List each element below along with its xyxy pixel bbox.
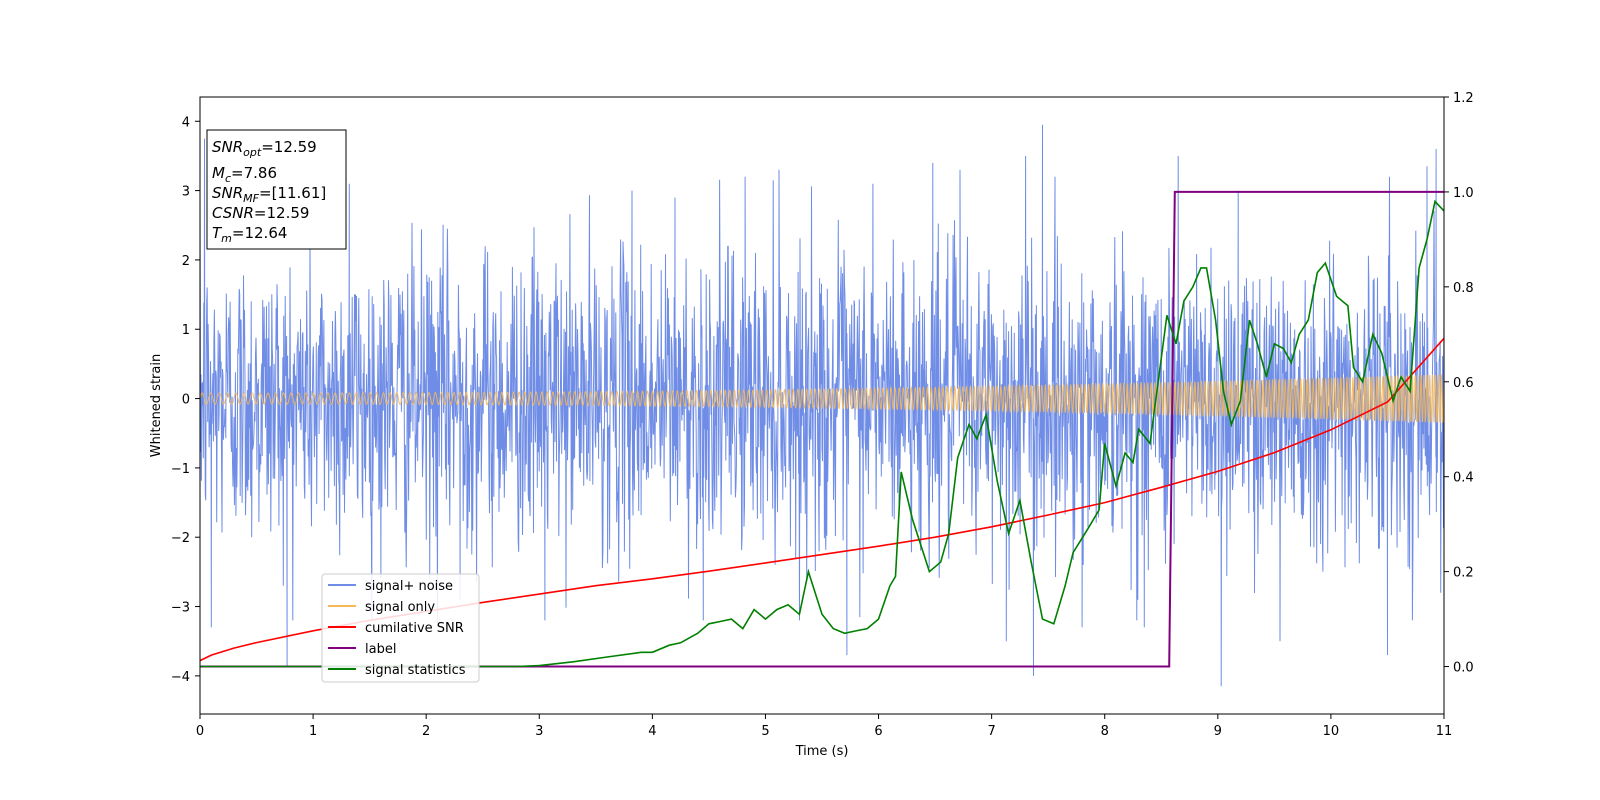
y-right-tick-label: 0.4 bbox=[1453, 471, 1474, 486]
legend-label-cumilative-snr: cumilative SNR bbox=[365, 621, 464, 636]
info-box: SNRopt=12.59 Mc=7.86 SNRMF=[11.61] CSNR=… bbox=[206, 129, 347, 250]
series-line-signal-noise bbox=[199, 124, 1445, 687]
y-right-tick-label: 1.2 bbox=[1453, 91, 1474, 106]
series-line-label bbox=[200, 190, 1444, 668]
y-left-tick-label: 2 bbox=[182, 254, 190, 269]
series-signal-noise bbox=[199, 124, 1445, 687]
y-left-tick-label: 0 bbox=[182, 393, 190, 408]
info-tm: Tm=12.64 bbox=[212, 224, 287, 245]
legend-label-signal-only: signal only bbox=[365, 600, 435, 615]
legend-label-signal-statistics: signal statistics bbox=[365, 663, 466, 678]
axes: 0 1 2 3 4 5 6 7 8 9 10 11 −4 −3 −2 −1 0 1 2 3 4 0.0 0.2 0.4 0.6 0… bbox=[171, 91, 1474, 739]
info-csnr: CSNR=12.59 bbox=[212, 204, 309, 222]
y-right-tick-label: 0.2 bbox=[1453, 566, 1474, 581]
x-tick-label: 1 bbox=[309, 724, 317, 739]
x-tick-label: 0 bbox=[196, 724, 204, 739]
x-tick-label: 4 bbox=[648, 724, 656, 739]
series-line-cumilative-snr bbox=[199, 337, 1445, 662]
x-tick-label: 11 bbox=[1436, 724, 1453, 739]
x-tick-label: 5 bbox=[761, 724, 769, 739]
info-mc: Mc=7.86 bbox=[212, 164, 277, 185]
y-left-tick-label: −2 bbox=[171, 531, 190, 546]
y-right-tick-label: 0.8 bbox=[1453, 281, 1474, 296]
y-left-tick-label: −3 bbox=[171, 601, 190, 616]
x-tick-label: 8 bbox=[1101, 724, 1109, 739]
legend-label-label: label bbox=[365, 642, 396, 657]
y-left-tick-label: −4 bbox=[171, 670, 190, 685]
x-tick-label: 2 bbox=[422, 724, 430, 739]
x-tick-label: 10 bbox=[1323, 724, 1340, 739]
y-right-tick-label: 0.0 bbox=[1453, 661, 1474, 676]
x-tick-label: 3 bbox=[535, 724, 543, 739]
series-line-signal-statistics bbox=[200, 199, 1445, 668]
y-left-tick-label: −1 bbox=[171, 462, 190, 477]
x-tick-label: 9 bbox=[1214, 724, 1222, 739]
x-tick-label: 7 bbox=[987, 724, 995, 739]
series-cumilative-snr bbox=[199, 337, 1445, 662]
y-left-tick-label: 4 bbox=[182, 115, 190, 130]
series-label bbox=[200, 190, 1444, 668]
info-box-frame bbox=[206, 129, 347, 250]
info-snr-opt: SNRopt=12.59 bbox=[212, 138, 317, 159]
x-tick-label: 6 bbox=[874, 724, 882, 739]
y-axis-label: Whitened strain bbox=[149, 354, 164, 457]
y-left-tick-label: 3 bbox=[182, 185, 190, 200]
y-right-tick-label: 0.6 bbox=[1453, 376, 1474, 391]
legend-frame bbox=[321, 573, 480, 683]
legend: signal+ noise signal only cumilative SNR… bbox=[321, 573, 480, 683]
y-left-tick-label: 1 bbox=[182, 323, 190, 338]
series-line-signal-only bbox=[199, 374, 1445, 423]
legend-label-signal-noise: signal+ noise bbox=[365, 579, 453, 594]
plot-area bbox=[199, 124, 1445, 687]
series-signal-statistics bbox=[200, 199, 1445, 668]
axes-frame bbox=[199, 96, 1445, 715]
y-right-tick-label: 1.0 bbox=[1453, 186, 1474, 201]
series-signal-only bbox=[199, 374, 1445, 423]
info-snr-mf: SNRMF=[11.61] bbox=[212, 184, 326, 205]
x-axis-label: Time (s) bbox=[795, 744, 849, 759]
